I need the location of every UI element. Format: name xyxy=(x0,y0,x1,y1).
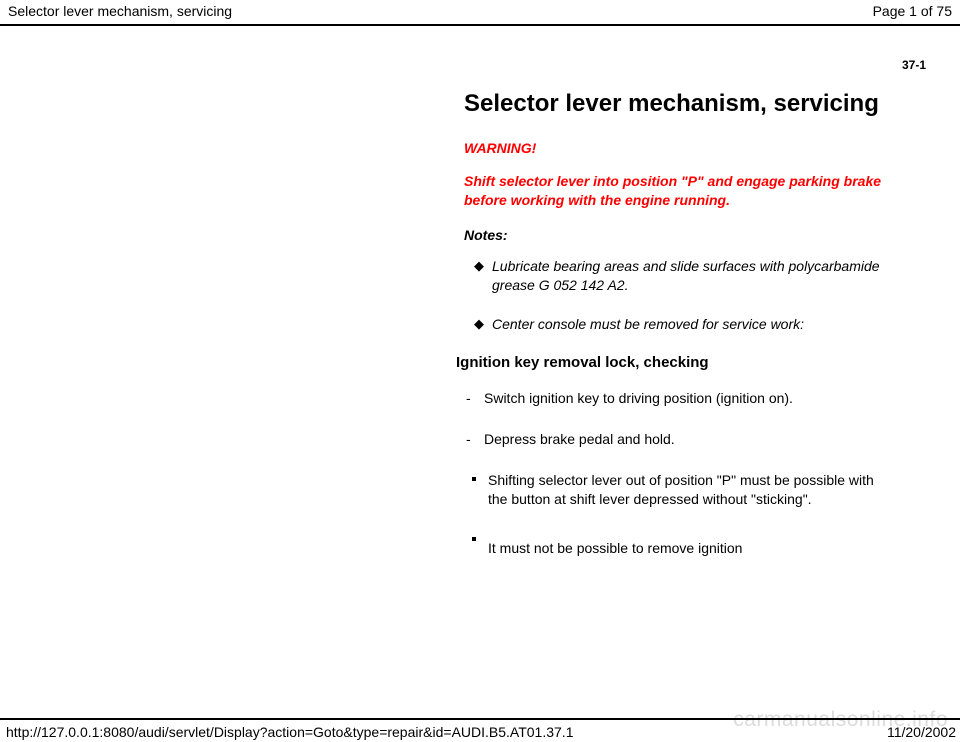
step-item: - Depress brake pedal and hold. xyxy=(466,430,884,449)
footer-url: http://127.0.0.1:8080/audi/servlet/Displ… xyxy=(6,724,573,740)
warning-label: WARNING! xyxy=(464,139,894,158)
page-root: Selector lever mechanism, servicing Page… xyxy=(0,0,960,742)
dash-bullet-icon: - xyxy=(466,389,484,408)
notes-label: Notes: xyxy=(464,227,894,243)
warning-text: Shift selector lever into position "P" a… xyxy=(464,172,894,210)
step-text: Shifting selector lever out of position … xyxy=(488,471,884,509)
warning-block: WARNING! Shift selector lever into posit… xyxy=(464,139,894,210)
dash-bullet-icon: - xyxy=(466,430,484,449)
page-header: Selector lever mechanism, servicing Page… xyxy=(0,0,960,26)
section-number: 37-1 xyxy=(0,58,926,72)
note-item: ◆ Center console must be removed for ser… xyxy=(474,315,884,334)
step-item: It must not be possible to remove igniti… xyxy=(472,531,884,558)
step-text: It must not be possible to remove igniti… xyxy=(488,539,742,558)
document-title: Selector lever mechanism, servicing xyxy=(464,90,894,119)
note-item: ◆ Lubricate bearing areas and slide surf… xyxy=(474,257,884,295)
note-text: Center console must be removed for servi… xyxy=(492,315,804,334)
content-area: 37-1 Selector lever mechanism, servicing… xyxy=(0,58,960,558)
main-column: Selector lever mechanism, servicing WARN… xyxy=(464,90,894,558)
header-title: Selector lever mechanism, servicing xyxy=(8,3,232,19)
step-item: - Switch ignition key to driving positio… xyxy=(466,389,884,408)
footer-date: 11/20/2002 xyxy=(887,724,956,740)
step-text: Depress brake pedal and hold. xyxy=(484,430,675,449)
page-footer: http://127.0.0.1:8080/audi/servlet/Displ… xyxy=(0,718,960,742)
sub-heading: Ignition key removal lock, checking xyxy=(456,354,894,371)
diamond-bullet-icon: ◆ xyxy=(474,257,492,295)
square-bullet-icon xyxy=(472,531,488,558)
square-bullet-icon xyxy=(472,471,488,509)
diamond-bullet-icon: ◆ xyxy=(474,315,492,334)
note-text: Lubricate bearing areas and slide surfac… xyxy=(492,257,884,295)
step-text: Switch ignition key to driving position … xyxy=(484,389,793,408)
header-page-indicator: Page 1 of 75 xyxy=(873,3,952,19)
step-item: Shifting selector lever out of position … xyxy=(472,471,884,509)
